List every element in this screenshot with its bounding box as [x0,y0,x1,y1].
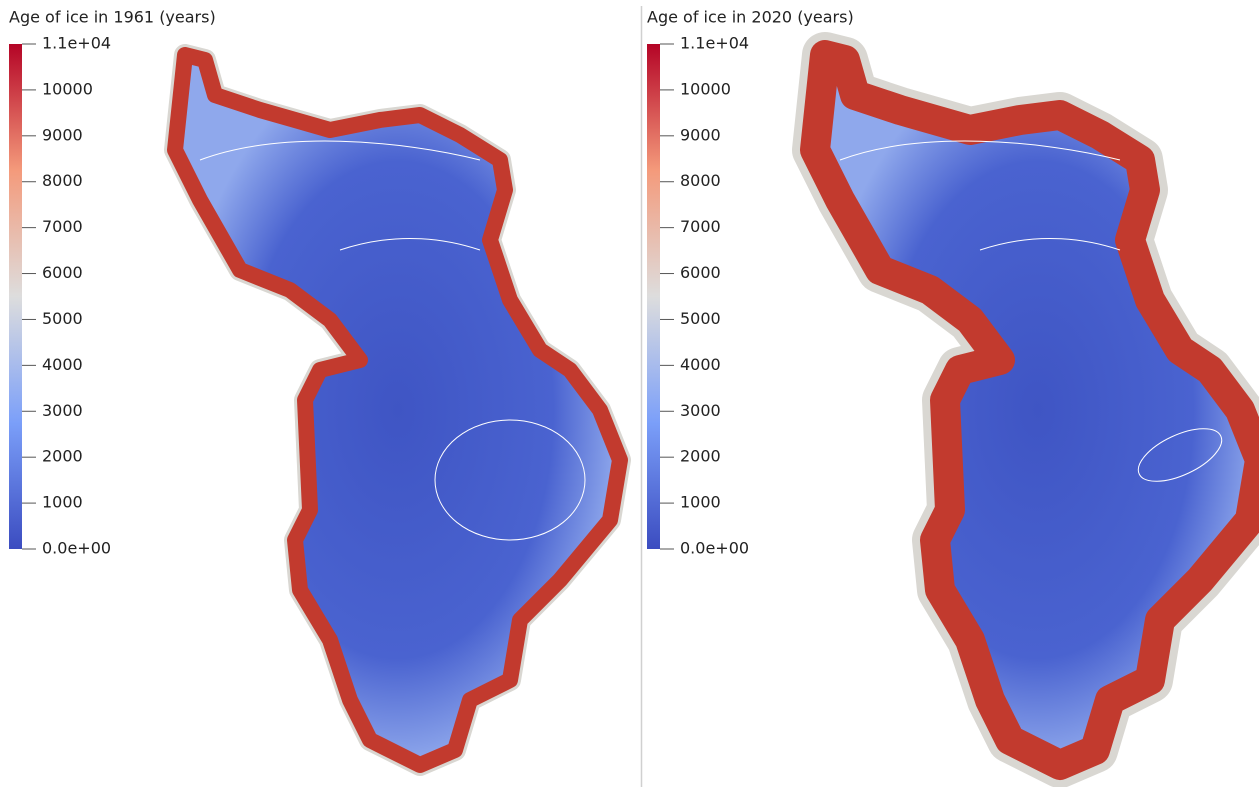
colorbar-tick-label: 4000 [680,355,721,374]
colorbar-tick-label: 1000 [42,493,83,512]
colorbar-tick-label: 1000 [680,493,721,512]
panel-title: Age of ice in 2020 (years) [647,8,854,27]
colorbar-tick-label: 6000 [680,263,721,282]
colorbar [647,44,660,549]
colorbar [9,44,22,549]
render-view: Age of ice in 1961 (years) 0.0e+00 1000 200… [0,0,1259,787]
colorbar-tick-label: 8000 [42,171,83,190]
page: Age of ice in 1961 (years) 0.0e+00 1000 200… [0,0,1259,787]
colorbar-tick-label: 4000 [42,355,83,374]
colorbar-tick-label: 9000 [42,125,83,144]
colorbar-tick-label: 10000 [680,79,731,98]
colorbar-tick-label: 0.0e+00 [42,539,111,558]
colorbar-tick-label: 7000 [42,217,83,236]
colorbar-tick-label: 8000 [680,171,721,190]
panel-title: Age of ice in 1961 (years) [9,8,216,27]
colorbar-tick-label: 5000 [680,309,721,328]
glacier-1961 [175,55,620,765]
colorbar-tick-label: 9000 [680,125,721,144]
colorbar-tick-label: 2000 [42,447,83,466]
colorbar-tick-label: 7000 [680,217,721,236]
colorbar-tick-label: 1.1e+04 [42,34,111,53]
colorbar-tick-label: 5000 [42,309,83,328]
colorbar-tick-label: 10000 [42,79,93,98]
glacier-2020 [815,55,1259,765]
colorbar-tick-label: 6000 [42,263,83,282]
colorbar-tick-label: 3000 [42,401,83,420]
colorbar-tick-label: 3000 [680,401,721,420]
colorbar-tick-label: 2000 [680,447,721,466]
colorbar-tick-label: 0.0e+00 [680,539,749,558]
colorbar-tick-label: 1.1e+04 [680,34,749,53]
